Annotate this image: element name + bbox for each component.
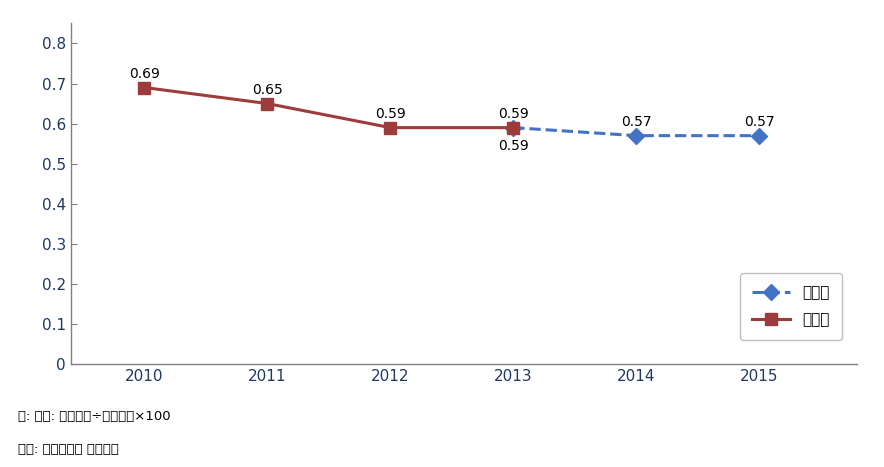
Text: 0.57: 0.57 xyxy=(743,115,774,129)
Text: 자료: 고용노동부 내부자료: 자료: 고용노동부 내부자료 xyxy=(18,443,118,456)
Text: 0.59: 0.59 xyxy=(498,139,529,153)
Text: 0.57: 0.57 xyxy=(621,115,652,129)
Text: 0.59: 0.59 xyxy=(498,107,529,121)
Text: 주: 산식: 재해자수÷근로자수×100: 주: 산식: 재해자수÷근로자수×100 xyxy=(18,410,171,423)
Legend: 목표치, 실측치: 목표치, 실측치 xyxy=(740,273,842,340)
Text: 0.69: 0.69 xyxy=(129,67,160,81)
Text: 0.65: 0.65 xyxy=(252,83,283,97)
Text: 0.59: 0.59 xyxy=(375,107,406,121)
